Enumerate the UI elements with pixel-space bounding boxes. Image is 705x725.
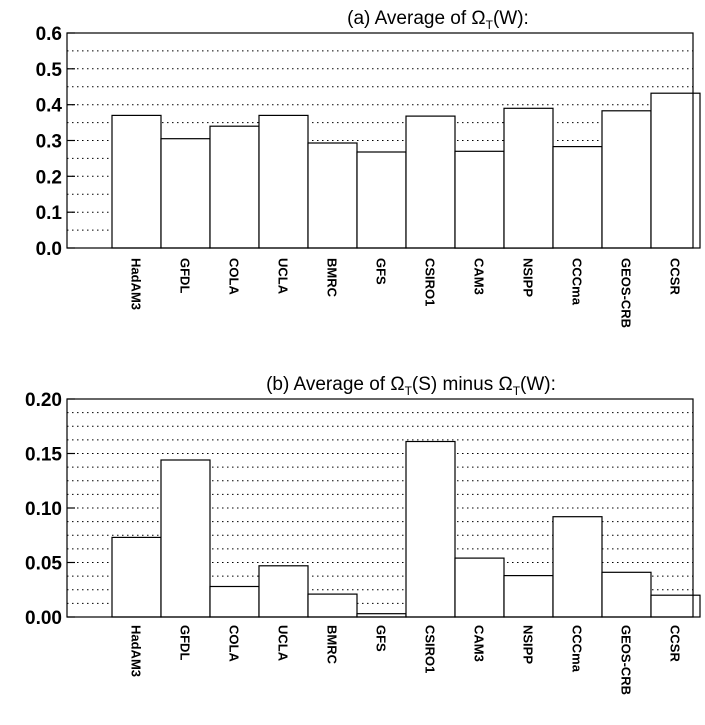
bar-csiro1 bbox=[405, 440, 456, 618]
x-tick-label: HadAM3 bbox=[129, 258, 144, 310]
x-tick-label: COLA bbox=[227, 258, 242, 295]
y-tick-label: 0.10 bbox=[25, 499, 62, 520]
y-tick-label: 0.0 bbox=[36, 239, 62, 260]
y-tick-label: 0.05 bbox=[25, 554, 62, 575]
y-tick-label: 0.00 bbox=[25, 608, 62, 629]
bar-gfs bbox=[356, 151, 407, 249]
x-tick-label: CCCma bbox=[570, 258, 585, 306]
panel-b-plot-frame bbox=[66, 398, 694, 618]
y-tick-label: 0.1 bbox=[36, 203, 63, 224]
x-tick-label: BMRC bbox=[325, 625, 340, 665]
panel-a-x-tick-labels: HadAM3 GFDL COLA UCLA BMRC GFS CSIRO1 CAM3 NSIPP… bbox=[129, 258, 683, 328]
bar-gfdl bbox=[160, 459, 211, 618]
bar-cccma bbox=[552, 146, 603, 249]
bar-cola bbox=[209, 585, 260, 618]
bar-cccma bbox=[552, 516, 603, 618]
bar-bmrc bbox=[307, 142, 358, 249]
x-tick-label: GEOS-CRB bbox=[619, 625, 634, 695]
x-tick-label: UCLA bbox=[276, 258, 291, 295]
x-tick-label: GFDL bbox=[178, 258, 193, 293]
x-tick-label: NSIPP bbox=[521, 625, 536, 664]
bar-geos-crb bbox=[601, 571, 652, 618]
x-tick-label: GFS bbox=[374, 258, 389, 285]
panel-a-title: (a) Average of ΩT(W): bbox=[347, 8, 529, 32]
bar-nsipp bbox=[503, 574, 554, 618]
x-tick-label: CCCma bbox=[570, 625, 585, 673]
bar-bmrc bbox=[307, 593, 358, 618]
y-tick-label: 0.4 bbox=[36, 96, 63, 117]
bar-cam3 bbox=[454, 150, 505, 249]
x-tick-label: CAM3 bbox=[472, 625, 487, 662]
x-tick-label: CCSR bbox=[668, 625, 683, 662]
panel-a-plot-frame bbox=[66, 32, 694, 249]
bar-csiro1 bbox=[405, 115, 456, 249]
bar-hadam3 bbox=[111, 114, 162, 249]
panel-a-bars bbox=[111, 92, 701, 249]
y-tick-label: 0.20 bbox=[25, 390, 62, 411]
y-tick-label: 0.2 bbox=[36, 167, 62, 188]
y-tick-label: 0.3 bbox=[36, 132, 62, 153]
x-tick-label: HadAM3 bbox=[129, 625, 144, 677]
panel-a: (a) Average of ΩT(W): 0.0 0.1 0.2 0.3 0.4 0.5… bbox=[36, 8, 701, 328]
bar-ucla bbox=[258, 565, 309, 618]
x-tick-label: GFS bbox=[374, 625, 389, 652]
bar-cam3 bbox=[454, 557, 505, 618]
x-tick-label: CSIRO1 bbox=[423, 258, 438, 306]
y-tick-label: 0.15 bbox=[25, 445, 62, 466]
panel-b-y-tick-labels: 0.00 0.05 0.10 0.15 0.20 bbox=[25, 390, 75, 629]
x-tick-label: CSIRO1 bbox=[423, 625, 438, 673]
y-tick-label: 0.5 bbox=[36, 60, 63, 81]
panel-b: (b) Average of ΩT(S) minus ΩT(W): 0.000.… bbox=[25, 374, 701, 695]
bar-nsipp bbox=[503, 107, 554, 249]
bar-gfdl bbox=[160, 138, 211, 249]
x-tick-label: CCSR bbox=[668, 258, 683, 295]
panel-b-x-tick-labels: HadAM3 GFDL COLA UCLA BMRC GFS CSIRO1 CAM3 NSIPP… bbox=[129, 625, 683, 695]
x-tick-label: NSIPP bbox=[521, 258, 536, 297]
bar-ccsr bbox=[650, 92, 701, 249]
panel-b-title: (b) Average of ΩT(S) minus ΩT(W): bbox=[266, 374, 556, 398]
x-tick-label: GFDL bbox=[178, 625, 193, 660]
x-tick-label: CAM3 bbox=[472, 258, 487, 295]
x-tick-label: COLA bbox=[227, 625, 242, 662]
bar-geos-crb bbox=[601, 110, 652, 249]
y-tick-label: 0.6 bbox=[36, 24, 62, 45]
bar-hadam3 bbox=[111, 536, 162, 618]
bar-ucla bbox=[258, 114, 309, 249]
x-tick-label: UCLA bbox=[276, 625, 291, 662]
x-tick-label: GEOS-CRB bbox=[619, 258, 634, 328]
x-tick-label: BMRC bbox=[325, 258, 340, 298]
bar-cola bbox=[209, 125, 260, 249]
panel-a-y-tick-labels: 0.0 0.1 0.2 0.3 0.4 0.5 0.6 bbox=[36, 24, 75, 260]
panel-b-bars bbox=[111, 440, 701, 618]
